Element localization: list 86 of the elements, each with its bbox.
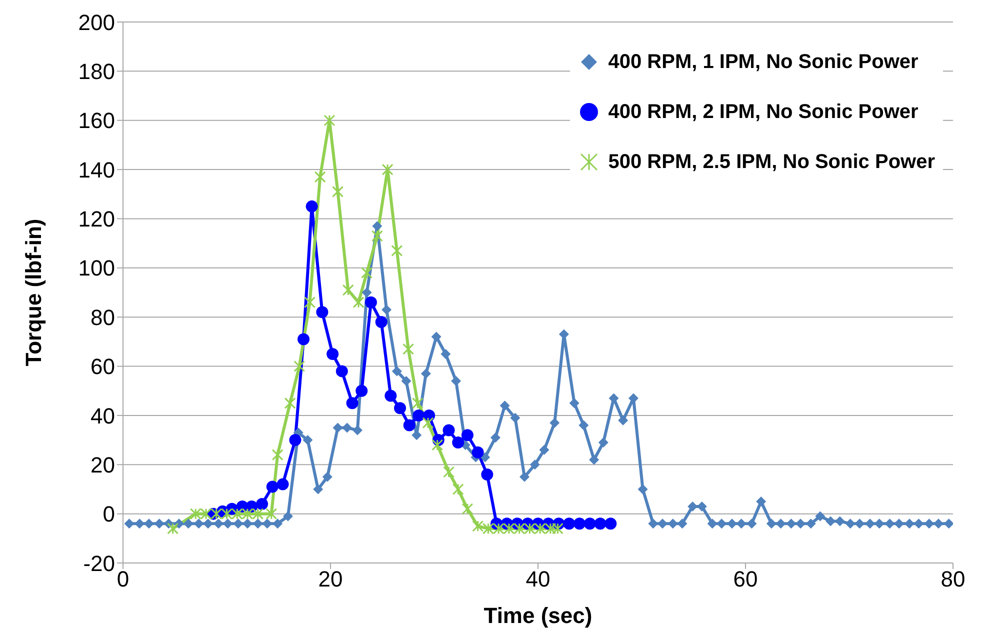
point — [210, 508, 222, 520]
x-tick-label: 40 — [526, 566, 550, 592]
x-tick-label: 80 — [940, 566, 966, 592]
point — [391, 244, 403, 256]
x-tick-label: 60 — [733, 566, 758, 592]
point — [482, 522, 494, 534]
point — [364, 296, 377, 308]
point — [552, 522, 564, 534]
y-tick-label: 100 — [78, 256, 115, 281]
point — [524, 522, 536, 534]
point — [452, 436, 464, 449]
point — [352, 296, 364, 308]
x-tick-label: 20 — [318, 566, 343, 592]
point — [402, 343, 414, 355]
y-tick-label: -20 — [83, 550, 115, 576]
point — [472, 446, 484, 458]
point — [256, 498, 268, 510]
point — [461, 429, 474, 442]
point — [342, 284, 354, 296]
point — [298, 333, 310, 346]
legend-label: 500 RPM, 2.5 IPM, No Sonic Power — [608, 150, 935, 174]
point — [190, 508, 202, 520]
point — [382, 164, 394, 176]
point — [332, 186, 344, 198]
point — [242, 508, 254, 520]
y-tick-label: 140 — [78, 157, 115, 182]
point — [412, 409, 425, 422]
point — [403, 419, 416, 432]
point — [462, 503, 474, 515]
point — [394, 402, 406, 414]
point — [304, 296, 316, 308]
legend-label: 400 RPM, 1 IPM, No Sonic Power — [608, 50, 918, 74]
point — [452, 483, 464, 495]
point — [472, 520, 484, 532]
point — [574, 518, 586, 530]
point — [356, 384, 368, 397]
point — [346, 397, 358, 410]
point — [272, 449, 284, 461]
y-tick-label: 200 — [78, 10, 115, 35]
point — [324, 114, 336, 126]
point — [221, 508, 232, 520]
point — [231, 508, 243, 520]
point — [514, 522, 526, 534]
legend-label: 400 RPM, 2 IPM, No Sonic Power — [608, 100, 918, 124]
point — [252, 508, 264, 520]
point — [534, 522, 546, 534]
point — [594, 518, 606, 530]
point — [276, 478, 289, 490]
point — [266, 480, 278, 493]
point — [314, 171, 326, 183]
point — [294, 360, 306, 372]
point — [284, 397, 296, 409]
point — [336, 365, 348, 378]
x-axis-title: Time (sec) — [484, 603, 592, 628]
point — [544, 522, 556, 534]
y-tick-label: 120 — [78, 206, 115, 232]
y-tick-label: 20 — [90, 452, 115, 478]
y-tick-label: 0 — [102, 502, 115, 527]
y-tick-label: 60 — [90, 354, 115, 380]
point — [481, 468, 494, 480]
point — [361, 267, 373, 279]
point — [563, 518, 576, 530]
point — [375, 316, 388, 328]
y-tick-label: 160 — [78, 108, 115, 134]
y-tick-label: 40 — [90, 403, 115, 428]
point — [371, 230, 383, 242]
point — [584, 518, 596, 530]
point — [432, 439, 444, 451]
y-axis-title: Torque (lbf-in) — [20, 218, 46, 366]
point — [316, 306, 328, 318]
point — [443, 466, 455, 478]
point — [384, 390, 397, 402]
point — [492, 522, 504, 534]
point — [503, 522, 515, 534]
point — [442, 424, 455, 436]
point — [604, 518, 617, 530]
point — [326, 348, 339, 360]
point — [412, 397, 424, 409]
point — [200, 508, 212, 520]
point — [266, 508, 278, 520]
point — [289, 434, 302, 446]
point — [167, 522, 179, 534]
y-tick-label: 180 — [78, 58, 115, 84]
point — [422, 417, 434, 429]
y-tick-label: 80 — [90, 304, 115, 330]
point — [306, 200, 318, 212]
